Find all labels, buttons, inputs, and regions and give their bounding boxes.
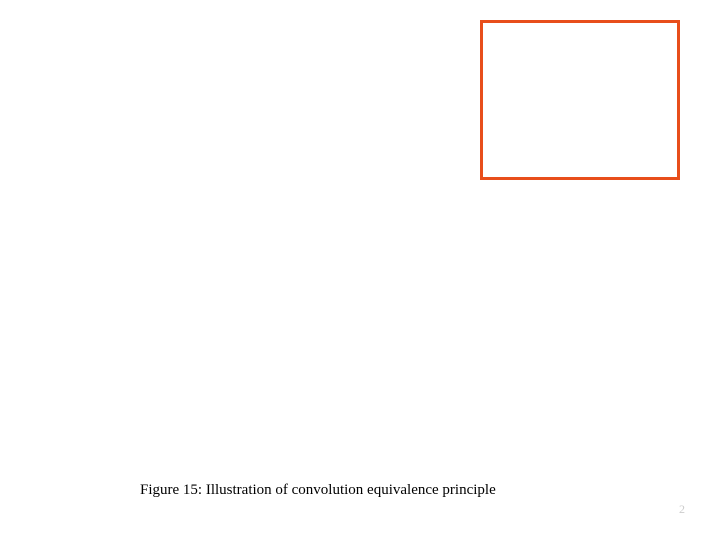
figure-caption: Figure 15: Illustration of convolution e… bbox=[140, 482, 496, 499]
highlight-box bbox=[480, 20, 680, 180]
page-number: 2 bbox=[679, 502, 685, 517]
